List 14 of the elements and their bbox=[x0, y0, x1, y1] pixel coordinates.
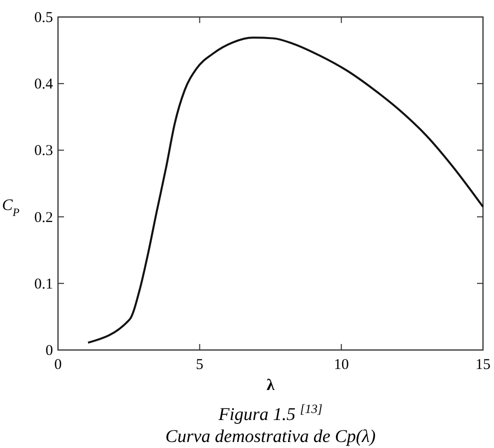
y-tick-label: 0.3 bbox=[34, 143, 53, 160]
y-tick-label: 0.2 bbox=[34, 210, 53, 226]
y-tick-label: 0.5 bbox=[34, 10, 53, 26]
x-tick-label: 5 bbox=[196, 357, 204, 373]
x-axis-title: λ bbox=[266, 377, 275, 394]
line-series bbox=[87, 36, 484, 344]
x-tick-label: 10 bbox=[334, 357, 349, 373]
y-tick-label: 0 bbox=[46, 343, 53, 359]
y-tick-label: 0.4 bbox=[34, 76, 54, 93]
x-tick-label: 15 bbox=[476, 357, 490, 373]
y-tick-label: 0.1 bbox=[34, 276, 53, 292]
y-axis-title: C$_{P}$ bbox=[2, 197, 20, 220]
text: Curva demostrativa de Cp(λ) bbox=[165, 426, 376, 446]
text: Figura 1.5 $^{[13]}$ bbox=[218, 402, 323, 424]
